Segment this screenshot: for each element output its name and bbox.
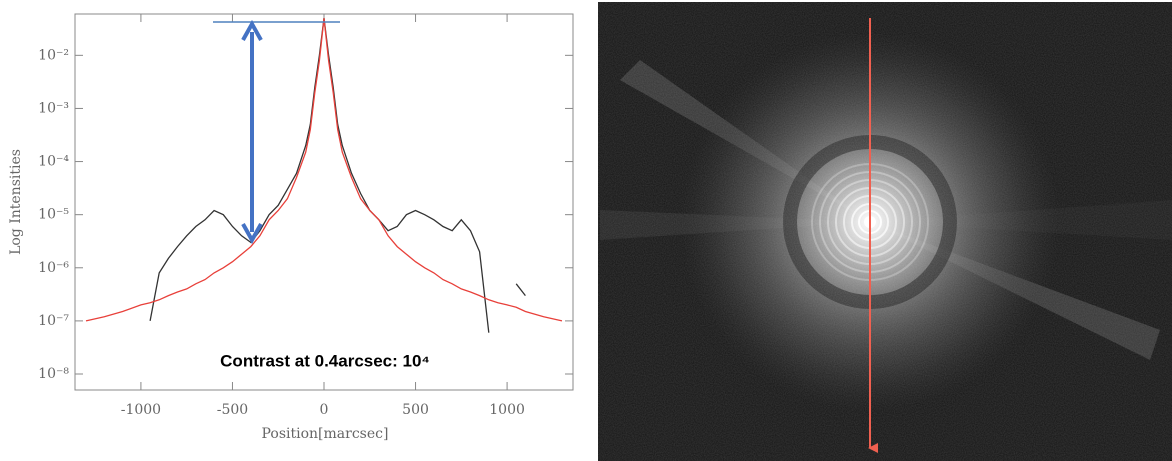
y-tick-label: 10⁻⁶ (38, 260, 69, 276)
contrast-arrow (213, 19, 340, 245)
y-axis-label: Log Intensities (8, 149, 24, 255)
x-tick-label: 1000 (489, 402, 525, 418)
y-tick-label: 10⁻⁴ (38, 154, 69, 170)
y-tick-label: 10⁻² (38, 47, 69, 63)
x-tick-label: -500 (217, 402, 248, 418)
psf-image (598, 2, 1172, 461)
y-tick-label: 10⁻⁷ (38, 313, 69, 329)
x-tick-label: 0 (320, 402, 329, 418)
x-axis-label: Position[marcsec] (262, 426, 389, 442)
y-tick-label: 10⁻⁸ (38, 366, 69, 382)
x-tick-label: 500 (402, 402, 429, 418)
plot-marks: 10⁻⁸ 10⁻⁷ 10⁻⁶ 10⁻⁵ 10⁻⁴ 10⁻³ 10⁻² -1000 -500 0 50… (38, 14, 573, 418)
x-tick-label: -1000 (121, 402, 161, 418)
series-line (85, 18, 563, 322)
annotation: Contrast at 0.4arcsec: 10⁴ (220, 351, 430, 370)
y-tick-label: 10⁻⁵ (38, 207, 69, 223)
y-tick-label: 10⁻³ (38, 100, 69, 116)
